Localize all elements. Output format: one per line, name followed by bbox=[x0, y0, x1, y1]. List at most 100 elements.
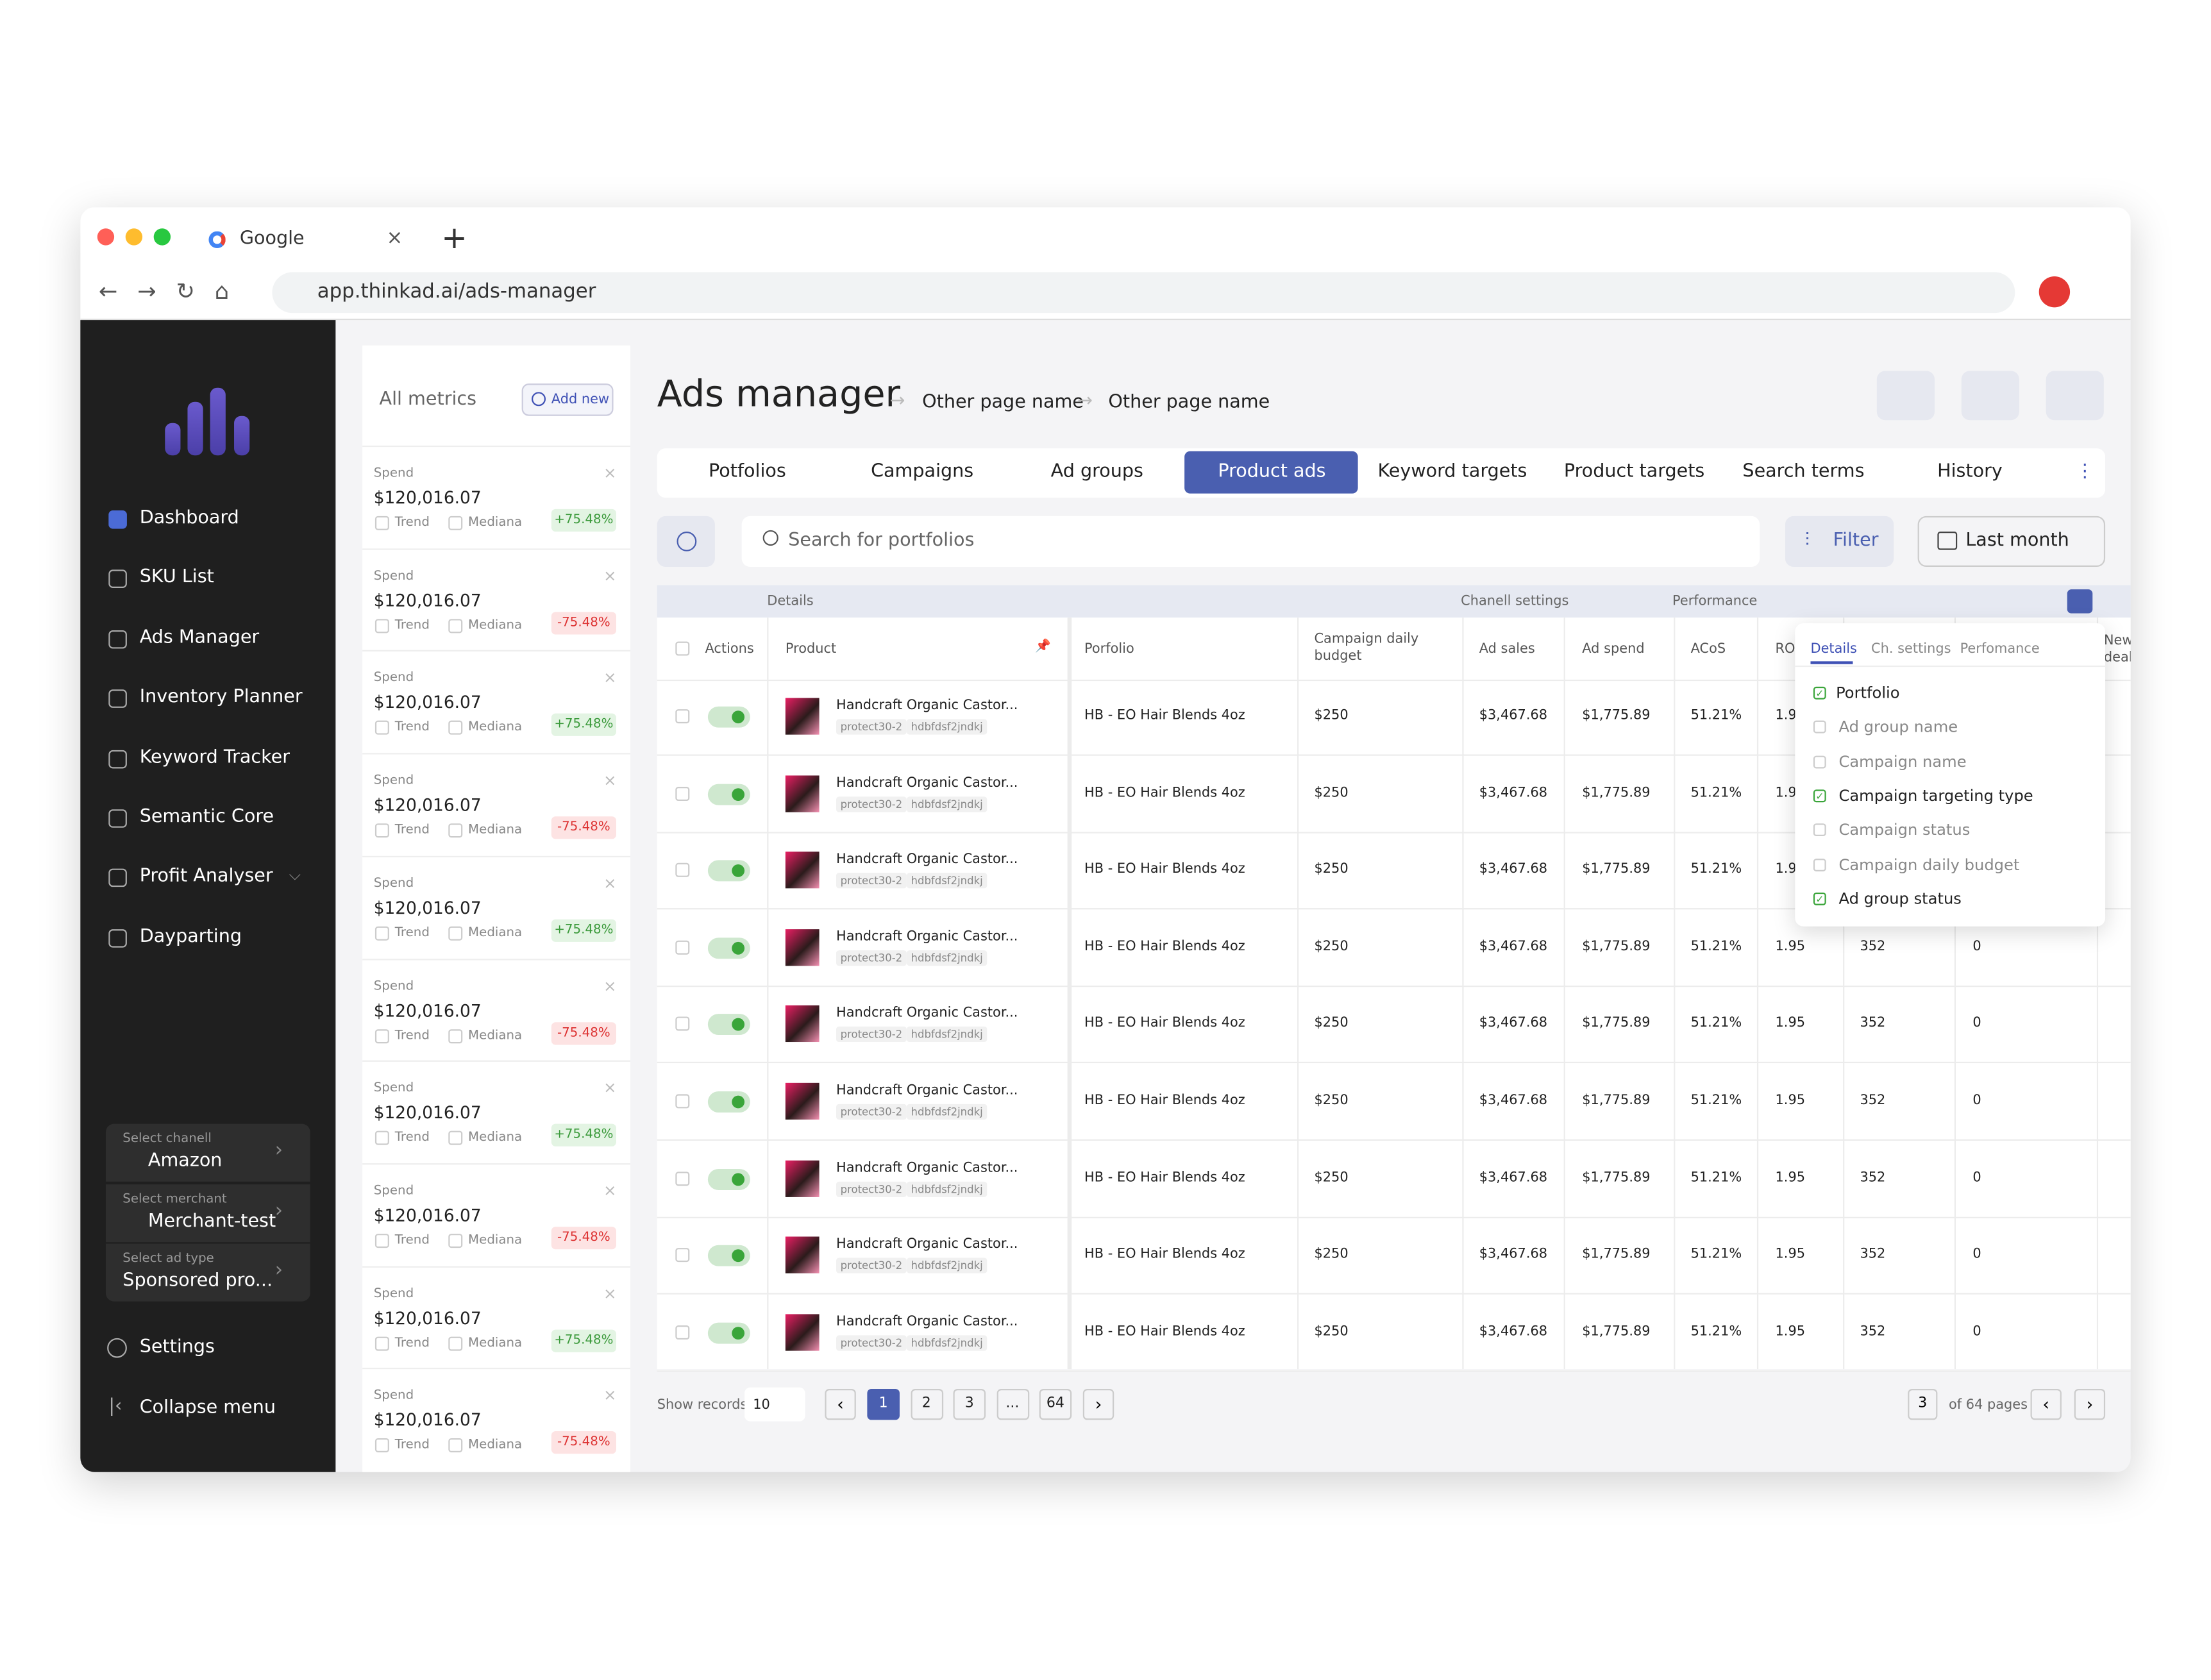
menu-tab[interactable]: Details bbox=[1810, 641, 1857, 657]
menu-tab[interactable]: Ch. settings bbox=[1871, 641, 1951, 657]
menu-item[interactable]: Campaign daily budget bbox=[1838, 855, 2020, 874]
row-checkbox[interactable] bbox=[675, 940, 690, 955]
metric-close[interactable]: × bbox=[603, 464, 617, 483]
column-header[interactable]: Campaign daily budget bbox=[1314, 632, 1419, 664]
search-box[interactable] bbox=[741, 516, 1760, 567]
period-button[interactable] bbox=[1917, 516, 2106, 567]
metric-close[interactable]: × bbox=[603, 1079, 617, 1098]
nav-buttons[interactable]: ←→↻⌂ bbox=[98, 278, 249, 305]
page-button[interactable]: ... bbox=[996, 1388, 1029, 1420]
row-checkbox[interactable] bbox=[675, 1248, 690, 1263]
selector[interactable] bbox=[105, 1243, 310, 1302]
collapse[interactable]: Collapse menu bbox=[139, 1397, 276, 1419]
tab[interactable]: Keyword targets bbox=[1377, 461, 1527, 483]
column-header[interactable]: ACoS bbox=[1690, 641, 1726, 657]
metric-close[interactable]: × bbox=[603, 669, 617, 687]
product-name[interactable]: Handcraft Organic Castor... bbox=[836, 1159, 1018, 1176]
selector[interactable] bbox=[105, 1123, 310, 1182]
page-next[interactable]: › bbox=[1082, 1388, 1114, 1420]
menu-checkbox[interactable] bbox=[1813, 823, 1826, 837]
tab[interactable]: Campaigns bbox=[871, 461, 974, 483]
column-header[interactable]: Ad spend bbox=[1582, 641, 1645, 657]
metric-close[interactable]: × bbox=[603, 1181, 617, 1200]
product-name[interactable]: Handcraft Organic Castor... bbox=[836, 775, 1018, 791]
tab[interactable]: Product ads bbox=[1218, 461, 1326, 483]
header-button[interactable] bbox=[2046, 371, 2104, 421]
metric-close[interactable]: × bbox=[603, 771, 617, 790]
tab[interactable]: Ad groups bbox=[1050, 461, 1143, 483]
nav-item[interactable]: Dayparting bbox=[139, 926, 242, 948]
metric-close[interactable]: × bbox=[603, 1284, 617, 1302]
row-checkbox[interactable] bbox=[675, 786, 690, 801]
column-header[interactable]: Actions bbox=[705, 641, 754, 657]
tab[interactable]: History bbox=[1937, 461, 2003, 483]
page-input[interactable]: 3 bbox=[1908, 1388, 1938, 1420]
menu-item[interactable]: Campaign name bbox=[1838, 752, 1967, 771]
column-header[interactable]: New deal bbox=[2103, 633, 2131, 666]
metric-close[interactable]: × bbox=[603, 1386, 617, 1405]
metric-close[interactable]: × bbox=[603, 873, 617, 893]
page-button[interactable]: 3 bbox=[953, 1388, 986, 1420]
row-checkbox[interactable] bbox=[675, 1017, 690, 1032]
tab[interactable]: Search terms bbox=[1742, 461, 1865, 483]
menu-item[interactable]: Ad group name bbox=[1838, 718, 1958, 737]
product-name[interactable]: Handcraft Organic Castor... bbox=[836, 698, 1018, 714]
row-checkbox[interactable] bbox=[675, 1171, 690, 1186]
breadcrumb[interactable]: Other page name bbox=[922, 392, 1084, 414]
metric-close[interactable]: × bbox=[603, 566, 617, 585]
page-button[interactable]: 64 bbox=[1039, 1388, 1072, 1420]
metric-close[interactable]: × bbox=[603, 976, 617, 995]
nav-item[interactable]: Ads Manager bbox=[139, 627, 260, 649]
column-header[interactable]: Ad sales bbox=[1479, 641, 1535, 657]
menu-checkbox[interactable] bbox=[1813, 858, 1826, 871]
menu-item[interactable]: Campaign targeting type bbox=[1838, 786, 2033, 805]
product-name[interactable]: Handcraft Organic Castor... bbox=[836, 928, 1018, 945]
product-name[interactable]: Handcraft Organic Castor... bbox=[836, 1236, 1018, 1253]
breadcrumb[interactable]: Other page name bbox=[1108, 392, 1270, 414]
product-name[interactable]: Handcraft Organic Castor... bbox=[836, 852, 1018, 868]
menu-tab[interactable]: Perfomance bbox=[1960, 641, 2040, 657]
profile[interactable] bbox=[2039, 276, 2071, 308]
menu-item[interactable]: Portfolio bbox=[1836, 684, 1900, 703]
page-button[interactable]: 1 bbox=[867, 1388, 900, 1420]
menu-item[interactable]: Ad group status bbox=[1838, 889, 1962, 908]
nav-item[interactable]: Semantic Core bbox=[139, 806, 274, 828]
filter-button[interactable] bbox=[1785, 516, 1894, 567]
column-settings-button[interactable] bbox=[2067, 589, 2093, 614]
column-header[interactable]: Product bbox=[785, 641, 837, 657]
page-prev[interactable]: ‹ bbox=[825, 1388, 856, 1420]
menu-checkbox[interactable] bbox=[1813, 721, 1826, 734]
tab[interactable]: Potfolios bbox=[709, 461, 786, 483]
row-checkbox[interactable] bbox=[675, 863, 690, 878]
tab[interactable]: Product targets bbox=[1563, 461, 1705, 483]
nav-item[interactable]: Keyword Tracker bbox=[139, 746, 290, 768]
tab-close[interactable]: × bbox=[386, 227, 403, 250]
nav-item[interactable]: Profit Analyser bbox=[139, 866, 273, 888]
per-page-select[interactable] bbox=[744, 1387, 805, 1422]
selector[interactable] bbox=[105, 1184, 310, 1242]
menu-item[interactable]: Campaign status bbox=[1838, 821, 1971, 839]
header-button[interactable] bbox=[1961, 371, 2019, 421]
column-header[interactable]: RO bbox=[1775, 641, 1795, 657]
header-checkbox[interactable] bbox=[675, 641, 690, 656]
menu-checkbox[interactable]: ✓ bbox=[1813, 892, 1826, 905]
column-header[interactable]: Porfolio bbox=[1084, 641, 1134, 657]
header-button[interactable] bbox=[1876, 371, 1935, 421]
nav-item[interactable]: Dashboard bbox=[139, 507, 239, 529]
menu-checkbox[interactable] bbox=[1813, 755, 1826, 768]
row-checkbox[interactable] bbox=[675, 1094, 690, 1109]
nav-item[interactable]: SKU List bbox=[139, 567, 214, 589]
address-bar[interactable] bbox=[272, 272, 2015, 314]
product-name[interactable]: Handcraft Organic Castor... bbox=[836, 1082, 1018, 1099]
menu-checkbox[interactable]: ✓ bbox=[1813, 789, 1826, 802]
product-name[interactable]: Handcraft Organic Castor... bbox=[836, 1314, 1018, 1330]
settings[interactable]: Settings bbox=[139, 1336, 215, 1358]
row-checkbox[interactable] bbox=[675, 1325, 690, 1340]
product-name[interactable]: Handcraft Organic Castor... bbox=[836, 1005, 1018, 1021]
page-prev[interactable]: ‹ bbox=[2030, 1388, 2062, 1420]
menu-checkbox[interactable]: ✓ bbox=[1813, 686, 1826, 700]
page-button[interactable]: 2 bbox=[910, 1388, 943, 1420]
page-next[interactable]: › bbox=[2074, 1388, 2106, 1420]
tabs-more[interactable]: ⋮ bbox=[2075, 461, 2094, 483]
nav-item[interactable]: Inventory Planner bbox=[139, 687, 303, 709]
